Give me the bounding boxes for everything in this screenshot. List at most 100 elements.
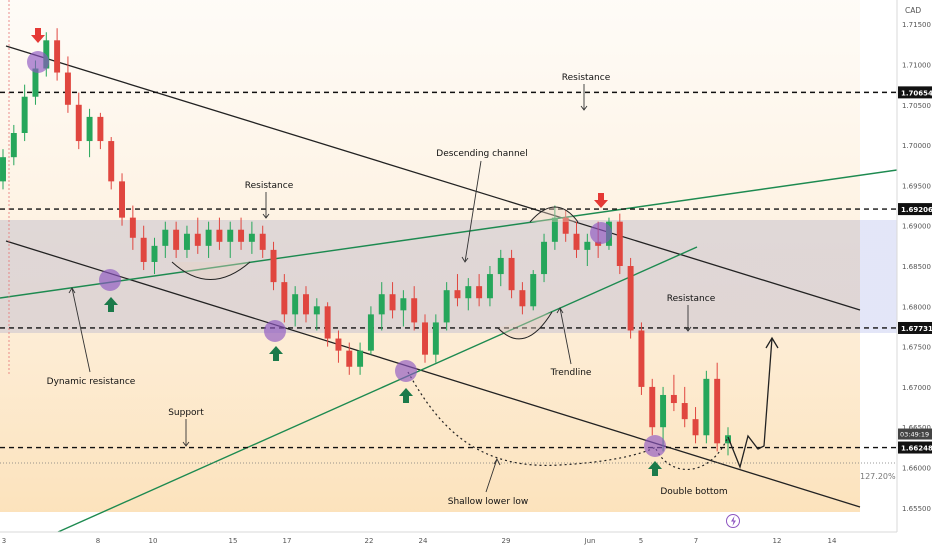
x-tick-label: Jun xyxy=(584,537,596,545)
candle-body xyxy=(519,290,526,307)
annotation-label: Trendline xyxy=(550,368,592,378)
candle-body xyxy=(670,394,677,404)
candle-body xyxy=(248,233,255,242)
lightning-icon[interactable] xyxy=(726,514,740,528)
candle-body xyxy=(129,217,136,238)
annotation-label: Resistance xyxy=(245,181,294,191)
buy-arrow xyxy=(269,346,283,361)
candle-body xyxy=(346,350,353,367)
candle-body xyxy=(0,157,6,182)
x-tick-label: 3 xyxy=(2,537,6,545)
x-tick-label: 14 xyxy=(828,537,837,545)
pivot-marker xyxy=(644,435,666,457)
y-axis-ticks: 1.71500 1.71000 1.70500 1.70000 1.69500 1.690… xyxy=(902,21,931,513)
pivot-marker xyxy=(590,222,612,244)
candle-body xyxy=(151,245,158,262)
arc-rounded-top xyxy=(529,206,579,223)
candle-body xyxy=(454,290,461,299)
candle-body xyxy=(660,394,667,428)
buy-arrow xyxy=(104,297,118,312)
candle-body xyxy=(259,233,266,250)
candle-body xyxy=(216,229,223,242)
pivot-marker xyxy=(27,51,49,73)
x-tick-label: 24 xyxy=(419,537,428,545)
dynamic-resistance-line xyxy=(0,169,898,299)
candle-body xyxy=(378,294,385,315)
candle-body xyxy=(194,233,201,246)
x-tick-label: 10 xyxy=(149,537,158,545)
annotation-label: Resistance xyxy=(562,73,611,83)
double-bottom-path xyxy=(655,436,729,471)
candle-body xyxy=(714,378,721,444)
candle-body xyxy=(183,233,190,250)
candle-body xyxy=(119,181,126,218)
candle-body xyxy=(476,286,483,299)
y-tick-label: 1.70000 xyxy=(902,142,931,150)
annotation-label: Resistance xyxy=(667,294,716,304)
candle-body xyxy=(227,229,234,242)
x-tick-label: 22 xyxy=(365,537,374,545)
candle-body xyxy=(616,221,623,266)
candle-body xyxy=(10,133,17,158)
fib-label: 127.20% xyxy=(860,472,896,481)
y-tick-label: 1.67000 xyxy=(902,384,931,392)
candle-body xyxy=(725,435,731,444)
candle-body xyxy=(400,298,407,311)
arc-left-rounded-bottom xyxy=(171,261,251,280)
candle-body xyxy=(508,257,515,291)
sell-arrow xyxy=(594,193,608,208)
candle-body xyxy=(75,104,82,142)
y-tick-label: 1.69000 xyxy=(902,223,931,231)
trendline xyxy=(57,246,698,533)
y-tick-label: 1.70500 xyxy=(902,102,931,110)
countdown-label: 03:49:19 xyxy=(900,431,929,439)
signal-arrows xyxy=(31,28,662,476)
candle-body xyxy=(692,419,699,436)
candle-body xyxy=(703,378,710,436)
price-tag-label: 1.69206 xyxy=(901,206,932,214)
candle-body xyxy=(205,229,212,246)
buy-arrow xyxy=(648,461,662,476)
candle-body xyxy=(292,294,299,315)
y-tick-label: 1.71000 xyxy=(902,61,931,69)
price-levels xyxy=(0,91,897,449)
y-tick-label: 1.66000 xyxy=(902,465,931,473)
x-tick-label: 5 xyxy=(639,537,643,545)
candle-body xyxy=(465,286,472,299)
y-tick-label: 1.68000 xyxy=(902,303,931,311)
annotation-label: Dynamic resistance xyxy=(47,377,136,387)
x-tick-label: 15 xyxy=(229,537,238,545)
x-tick-label: 29 xyxy=(502,537,511,545)
candle-body xyxy=(303,294,309,315)
candle-body xyxy=(357,350,364,367)
x-tick-label: 12 xyxy=(773,537,782,545)
projection-path xyxy=(727,337,773,470)
annotation-label: Shallow lower low xyxy=(448,497,529,507)
candle-body xyxy=(97,116,104,142)
countdown-box xyxy=(898,428,932,440)
candle-body xyxy=(486,274,493,299)
candle-body xyxy=(281,282,288,315)
candle-body xyxy=(422,322,428,355)
candle-body xyxy=(562,217,569,234)
x-tick-label: 7 xyxy=(694,537,698,545)
x-tick-label: 17 xyxy=(283,537,292,545)
candle-body xyxy=(681,403,688,420)
candle-body xyxy=(140,237,147,262)
annotation-label: Descending channel xyxy=(436,149,527,159)
candle-body xyxy=(389,294,396,311)
candle-body xyxy=(324,306,331,339)
y-tick-label: 1.67500 xyxy=(902,344,931,352)
annotation-label: Double bottom xyxy=(660,487,727,497)
candle-body xyxy=(54,40,61,73)
candle-body xyxy=(443,290,450,323)
candle-body xyxy=(638,330,645,387)
annotation-pointers xyxy=(68,84,692,493)
price-tag-box xyxy=(898,441,932,454)
candle-body xyxy=(86,116,93,142)
arc-rounded-bottom xyxy=(497,311,553,340)
y-tick-label: 1.68500 xyxy=(902,263,931,271)
annotation-labels: 127.20% Resistance Resistance Descending ch… xyxy=(47,73,896,507)
y-tick-label: 1.65500 xyxy=(902,505,931,513)
